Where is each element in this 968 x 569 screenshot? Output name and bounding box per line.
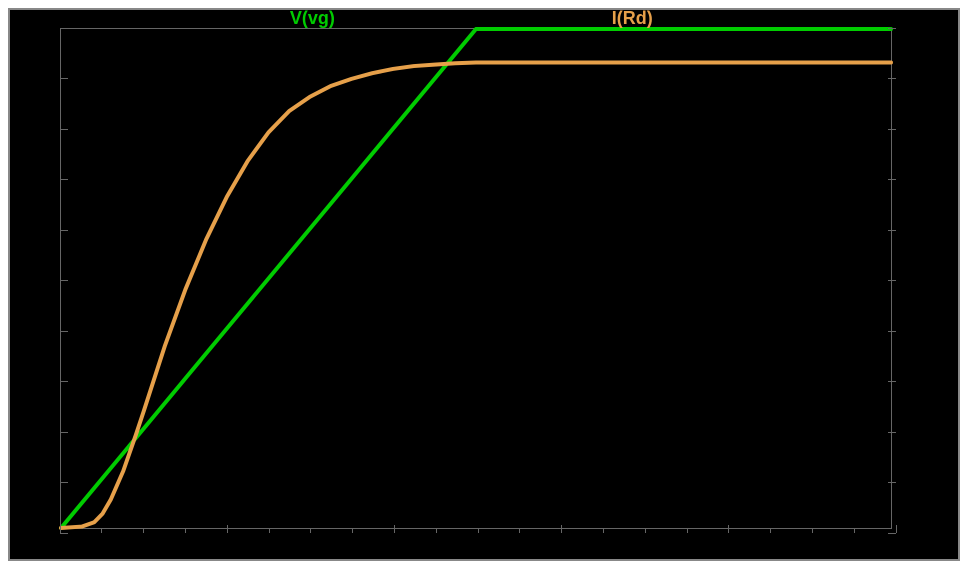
y-left-tick-label: 2.1V — [15, 169, 52, 190]
y-left-tick — [60, 179, 68, 180]
y-right-tick — [888, 482, 896, 483]
y-left-tick-label: 2.7V — [15, 68, 52, 89]
y-right-tick-label: 70µA — [902, 472, 945, 493]
y-left-tick — [60, 78, 68, 79]
x-tick-label: 0.4ms — [202, 535, 253, 556]
x-minor-tick — [478, 528, 479, 533]
y-right-tick-label: 350µA — [902, 270, 955, 291]
y-left-tick-label: 3.0V — [15, 18, 52, 39]
y-left-tick — [60, 28, 68, 29]
legend-label-ird: I(Rd) — [612, 8, 653, 29]
y-right-tick — [888, 28, 896, 29]
x-minor-tick — [310, 528, 311, 533]
chart-container: V(vg)I(Rd)0.0V0.3V0.6V0.9V1.2V1.5V1.8V2.… — [8, 8, 960, 561]
x-minor-tick — [770, 528, 771, 533]
y-right-tick-label: 210µA — [902, 371, 955, 392]
y-right-tick — [888, 432, 896, 433]
legend-label-vvg: V(vg) — [290, 8, 335, 29]
trace-ird — [61, 63, 891, 528]
y-right-tick — [888, 179, 896, 180]
y-left-tick — [60, 432, 68, 433]
y-left-tick — [60, 280, 68, 281]
x-tick — [60, 525, 61, 533]
y-left-tick — [60, 533, 68, 534]
y-right-tick-label: 700µA — [902, 18, 955, 39]
trace-vvg — [61, 29, 891, 528]
x-minor-tick — [812, 528, 813, 533]
chart-svg — [61, 29, 891, 528]
y-right-tick-label: 490µA — [902, 169, 955, 190]
x-minor-tick — [687, 528, 688, 533]
x-tick — [227, 525, 228, 533]
y-left-tick-label: 1.2V — [15, 321, 52, 342]
y-right-tick — [888, 280, 896, 281]
x-minor-tick — [519, 528, 520, 533]
x-minor-tick — [269, 528, 270, 533]
y-right-tick-label: 560µA — [902, 119, 955, 140]
y-right-tick — [888, 78, 896, 79]
y-right-tick-label: 630µA — [902, 68, 955, 89]
y-right-tick-label: 140µA — [902, 422, 955, 443]
x-minor-tick — [436, 528, 437, 533]
x-tick — [561, 525, 562, 533]
x-tick — [394, 525, 395, 533]
x-minor-tick — [645, 528, 646, 533]
x-tick — [896, 525, 897, 533]
x-tick-label: 0.8ms — [369, 535, 420, 556]
y-right-tick — [888, 331, 896, 332]
y-right-tick — [888, 381, 896, 382]
x-tick — [728, 525, 729, 533]
y-right-tick-label: 280µA — [902, 321, 955, 342]
y-right-tick — [888, 129, 896, 130]
y-left-tick — [60, 381, 68, 382]
x-minor-tick — [854, 528, 855, 533]
y-left-tick-label: 1.5V — [15, 270, 52, 291]
y-left-tick-label: 1.8V — [15, 220, 52, 241]
x-minor-tick — [101, 528, 102, 533]
y-left-tick-label: 0.9V — [15, 371, 52, 392]
x-tick-label: 1.6ms — [703, 535, 754, 556]
x-minor-tick — [352, 528, 353, 533]
y-left-tick — [60, 230, 68, 231]
x-minor-tick — [185, 528, 186, 533]
y-left-tick — [60, 331, 68, 332]
y-left-tick-label: 2.4V — [15, 119, 52, 140]
y-right-tick-label: 420µA — [902, 220, 955, 241]
y-left-tick — [60, 129, 68, 130]
x-tick-label: 0.0ms — [34, 535, 85, 556]
x-tick-label: 1.2ms — [536, 535, 587, 556]
plot-area — [60, 28, 892, 529]
y-left-tick — [60, 482, 68, 483]
y-left-tick-label: 0.3V — [15, 472, 52, 493]
x-tick-label: 2.0ms — [870, 535, 921, 556]
x-minor-tick — [143, 528, 144, 533]
y-right-tick — [888, 230, 896, 231]
x-minor-tick — [603, 528, 604, 533]
y-left-tick-label: 0.6V — [15, 422, 52, 443]
